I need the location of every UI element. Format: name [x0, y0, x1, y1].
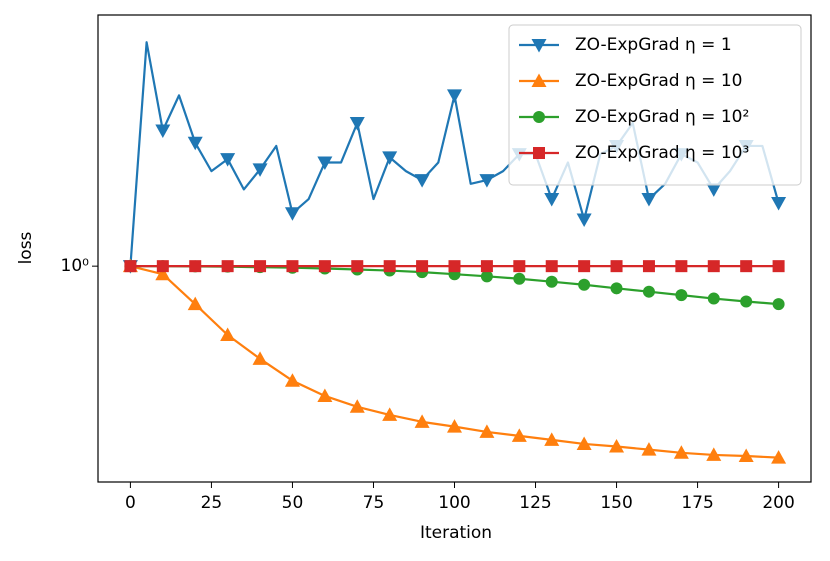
marker — [738, 448, 754, 463]
plot-area — [122, 41, 787, 464]
marker — [513, 260, 526, 273]
marker — [675, 260, 688, 273]
marker — [772, 298, 785, 311]
marker — [447, 419, 462, 433]
marker — [771, 197, 787, 211]
marker — [641, 442, 657, 456]
marker — [707, 260, 720, 273]
marker — [447, 89, 462, 103]
marker — [706, 447, 722, 461]
marker — [513, 272, 526, 285]
legend-label: ZO-ExpGrad η = 10³ — [575, 143, 749, 163]
marker — [740, 260, 753, 273]
marker — [414, 174, 430, 188]
marker — [382, 407, 398, 421]
marker — [706, 183, 722, 197]
marker — [382, 151, 398, 165]
marker — [349, 117, 365, 131]
x-axis-label: Iteration — [420, 523, 492, 543]
marker — [220, 153, 236, 167]
marker — [479, 424, 495, 438]
legend-marker — [531, 73, 547, 87]
x-tick-label: 175 — [681, 493, 713, 513]
marker — [610, 260, 623, 273]
marker — [610, 282, 623, 295]
marker — [349, 399, 365, 413]
marker — [772, 260, 785, 273]
x-tick-label: 200 — [762, 493, 794, 513]
marker — [448, 260, 461, 273]
marker — [252, 163, 268, 177]
marker — [284, 207, 300, 221]
marker — [187, 136, 203, 151]
marker — [155, 124, 171, 138]
marker — [578, 278, 591, 291]
marker — [480, 270, 493, 283]
marker — [220, 327, 236, 342]
legend-label: ZO-ExpGrad η = 1 — [575, 35, 732, 55]
marker — [544, 432, 560, 446]
axes-frame — [97, 14, 812, 483]
marker — [578, 260, 591, 273]
marker — [609, 439, 625, 453]
marker — [187, 296, 203, 311]
marker — [351, 260, 364, 273]
marker — [771, 450, 787, 464]
marker — [641, 193, 657, 207]
legend-label: ZO-ExpGrad η = 10 — [575, 71, 742, 91]
marker — [156, 260, 169, 273]
marker — [511, 428, 527, 442]
marker — [480, 260, 493, 273]
marker — [189, 260, 202, 273]
marker — [545, 275, 558, 288]
y-axis-label: loss — [16, 231, 36, 264]
marker — [414, 414, 430, 428]
marker — [673, 445, 689, 459]
legend-marker — [533, 147, 545, 159]
marker — [479, 174, 495, 188]
x-tick-label: 150 — [600, 493, 632, 513]
legend: ZO-ExpGrad η = 1 ZO-ExpGrad η = 10 ZO-ExpG… — [508, 24, 802, 186]
x-tick-label: 50 — [282, 493, 304, 513]
marker — [252, 351, 268, 365]
marker — [284, 373, 300, 387]
marker — [286, 260, 299, 273]
y-tick-label: 10⁰ — [61, 256, 90, 276]
marker — [544, 193, 560, 207]
marker — [675, 289, 688, 302]
marker — [707, 292, 720, 305]
x-tick-label: 25 — [201, 493, 223, 513]
marker — [642, 260, 655, 273]
x-tick-label: 100 — [438, 493, 470, 513]
marker — [221, 260, 234, 273]
legend-label: ZO-ExpGrad η = 10² — [575, 107, 749, 127]
marker — [576, 436, 592, 450]
legend-marker — [533, 111, 545, 123]
marker — [642, 285, 655, 298]
legend-marker — [531, 39, 547, 53]
marker — [124, 260, 137, 273]
x-tick-label: 125 — [519, 493, 551, 513]
marker — [155, 266, 171, 281]
x-tick-label: 0 — [125, 493, 136, 513]
marker — [576, 213, 592, 228]
marker — [740, 295, 753, 308]
x-tick-label: 75 — [363, 493, 385, 513]
marker — [254, 260, 267, 273]
marker — [317, 156, 333, 170]
marker — [318, 260, 331, 273]
marker — [545, 260, 558, 273]
legend-box — [508, 24, 802, 186]
marker — [416, 260, 429, 273]
marker — [317, 388, 333, 402]
marker — [383, 260, 396, 273]
